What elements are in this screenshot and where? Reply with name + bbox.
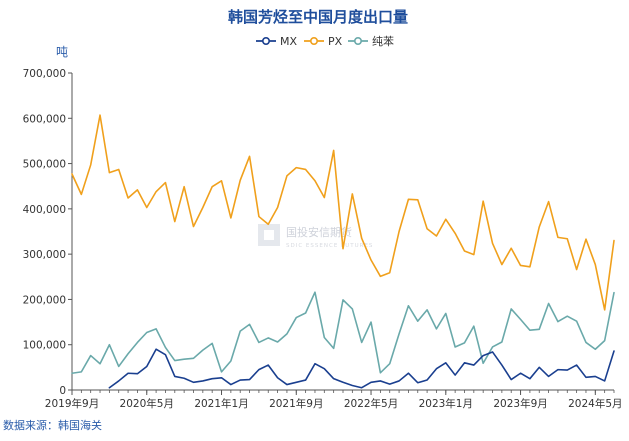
x-axis: 2019年9月 2020年5月 2021年1月 2021年9月 2022年5月 2023年… (45, 389, 623, 410)
y-tick-label: 400,000 (23, 204, 66, 216)
y-tick-label: 0 (59, 385, 66, 397)
legend-mx-marker (261, 36, 270, 45)
y-tick-label: 100,000 (23, 340, 66, 352)
legend-item-px[interactable]: PX (304, 35, 343, 48)
legend-item-benzene[interactable]: 纯苯 (348, 34, 394, 48)
y-tick-label: 500,000 (23, 159, 66, 171)
legend: MX PX 纯苯 (256, 34, 394, 48)
x-tick-label: 2020年5月 (120, 397, 174, 410)
chart-title: 韩国芳烃至中国月度出口量 (228, 8, 408, 26)
x-tick-label: 2021年9月 (269, 397, 323, 410)
watermark-logo-inner-icon (264, 230, 274, 240)
y-axis: 0 100,000 200,000 300,000 400,000 500,000 600,… (23, 68, 73, 397)
x-tick-label: 2023年1月 (419, 397, 473, 410)
series-line-benzene (71, 291, 615, 375)
y-axis-unit-label: 吨 (56, 45, 68, 59)
legend-px-label: PX (328, 35, 343, 48)
y-tick-label: 200,000 (23, 294, 66, 306)
watermark-subtext: SDIC ESSENCE FUTURES (286, 243, 373, 249)
y-tick-label: 300,000 (23, 249, 66, 261)
data-source: 数据来源：韩国海关 (3, 418, 102, 432)
watermark-text: 国投安信期货 (286, 225, 352, 239)
series-line-px (71, 114, 615, 311)
series-line-mx (108, 348, 615, 389)
watermark: 国投安信期货 SDIC ESSENCE FUTURES (258, 224, 373, 249)
x-tick-label: 2019年9月 (45, 397, 99, 410)
series-lines (71, 114, 615, 389)
legend-item-mx[interactable]: MX (256, 35, 297, 48)
y-tick-label: 600,000 (23, 113, 66, 125)
legend-benzene-label: 纯苯 (372, 34, 394, 48)
y-tick-label: 700,000 (23, 68, 66, 80)
x-tick-label: 2022年5月 (344, 397, 398, 410)
legend-mx-label: MX (280, 35, 297, 48)
legend-benzene-marker (353, 36, 362, 45)
x-tick-label: 2021年1月 (194, 397, 248, 410)
x-tick-label: 2024年5月 (568, 397, 622, 410)
legend-px-marker (309, 36, 318, 45)
x-tick-label: 2023年9月 (493, 397, 547, 410)
